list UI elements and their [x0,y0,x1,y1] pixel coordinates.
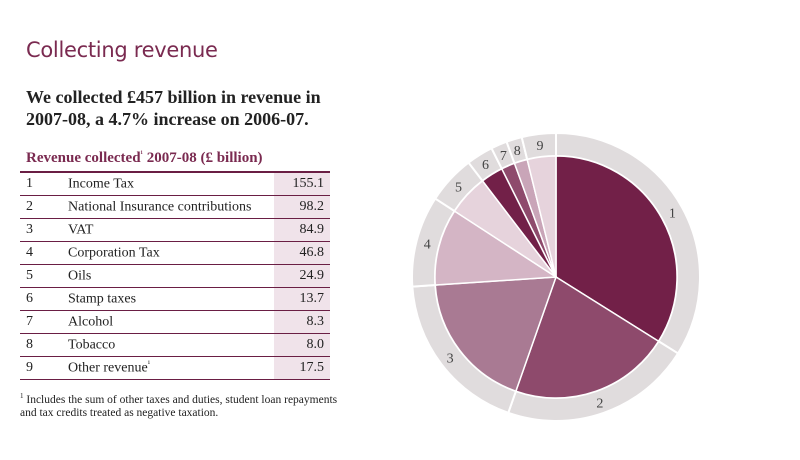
row-value: 8.0 [274,333,330,357]
row-value: 84.9 [274,218,330,242]
slice-label: 6 [482,158,489,173]
row-label: VAT [68,218,274,242]
revenue-pie-chart: 1 2 3 4 5 67 8 9 [411,131,701,422]
row-number: 1 [20,172,68,196]
pie-slice-1 [555,155,678,343]
slice-label: 7 [500,149,507,164]
lead-text: We collected £457 billion in revenue in … [26,87,321,129]
slice-label: 4 [424,237,431,252]
table-row: 8 Tobacco 8.0 [20,333,330,357]
row-value: 46.8 [274,241,330,265]
row-number: 7 [20,310,68,334]
row-number: 3 [20,218,68,242]
row-number: 5 [20,264,68,288]
pie-slice-2 [514,275,660,399]
footnote-marker: ¹ [140,149,143,158]
row-label: Alcohol [68,310,274,334]
row-value: 13.7 [274,287,330,311]
row-label: Oils [68,264,274,288]
pie-slice-3 [434,276,558,393]
footnote: 1 Includes the sum of other taxes and du… [20,390,350,420]
row-number: 8 [20,333,68,357]
slice-label: 9 [537,139,544,154]
slice-label: 5 [455,181,462,196]
row-value: 17.5 [274,356,330,380]
page-title: Collecting revenue [26,38,218,62]
revenue-table: 1 Income Tax 155.1 2 National Insurance cont… [20,171,330,380]
row-label-text: National Insurance contributions [68,199,252,215]
slice-label: 2 [596,397,603,412]
table-title-suffix: 2007-08 (£ billion) [142,150,263,166]
pie-slice-9 [526,155,557,278]
row-value: 98.2 [274,195,330,219]
row-label: Tobacco [68,333,274,357]
table-row: 4 Corporation Tax 46.8 [20,241,330,265]
row-label: Corporation Tax [68,241,274,265]
row-label-text: Oils [68,268,92,284]
pie-slice-4 [434,210,559,286]
row-label: Stamp taxes [68,287,274,311]
table-title-text: Revenue collected [26,150,141,166]
row-label-text: Stamp taxes [68,291,137,307]
row-label-text: Alcohol [68,314,114,330]
table-row: 6 Stamp taxes 13.7 [20,287,330,311]
table-row: 9 Other revenue¹ 17.5 [20,356,330,380]
footnote-text: Includes the sum of other taxes and duti… [20,393,338,419]
table-row: 2 National Insurance contributions 98.2 [20,195,330,219]
row-label-text: VAT [68,222,94,238]
row-marker: ¹ [147,359,151,369]
table-row: 1 Income Tax 155.1 [20,172,330,196]
slice-label: 3 [447,351,454,366]
row-label: Income Tax [68,172,274,196]
row-label: National Insurance contributions [68,195,274,219]
row-value: 155.1 [274,172,330,196]
row-label-text: Other revenue [68,360,148,376]
row-label-text: Tobacco [68,337,116,353]
row-value: 24.9 [274,264,330,288]
row-label-text: Corporation Tax [68,245,160,261]
table-title: Revenue collected¹ 2007-08 (£ billion) [26,149,263,167]
row-value: 8.3 [274,310,330,334]
row-number: 9 [20,356,68,380]
slice-label: 8 [514,144,521,159]
table-row: 5 Oils 24.9 [20,264,330,288]
table-row: 7 Alcohol 8.3 [20,310,330,334]
table-row: 3 VAT 84.9 [20,218,330,242]
row-number: 4 [20,241,68,265]
row-label: Other revenue¹ [68,356,274,380]
row-number: 2 [20,195,68,219]
row-number: 6 [20,287,68,311]
slice-label: 1 [669,207,676,222]
footnote-number: 1 [20,392,24,400]
row-label-text: Income Tax [68,176,135,192]
